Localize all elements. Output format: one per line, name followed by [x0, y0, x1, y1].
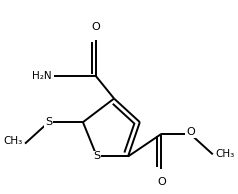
Text: O: O [157, 177, 166, 187]
Text: O: O [186, 127, 195, 137]
Text: O: O [91, 22, 100, 32]
Text: S: S [93, 152, 100, 161]
Text: S: S [45, 117, 52, 127]
Text: CH₃: CH₃ [215, 149, 234, 159]
Text: CH₃: CH₃ [4, 136, 23, 146]
Text: H₂N: H₂N [32, 71, 52, 81]
